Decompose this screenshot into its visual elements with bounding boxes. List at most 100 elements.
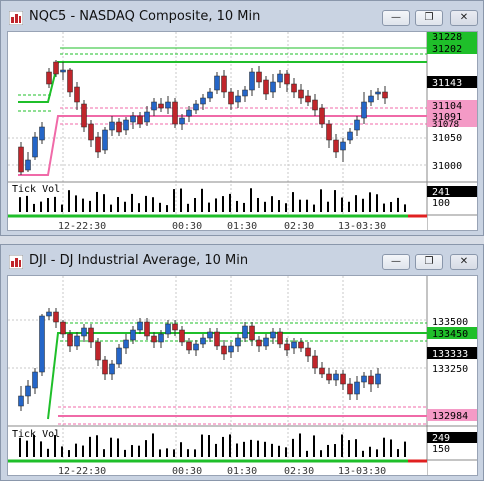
- candle-down: [172, 323, 178, 331]
- chart-app-icon: [9, 11, 23, 25]
- time-label-0: 12-22:30: [58, 466, 106, 476]
- time-label-4: 13-03:30: [338, 221, 386, 231]
- window-title: NQC5 - NASDAQ Composite, 10 Min: [29, 9, 261, 24]
- candle-up: [207, 91, 213, 99]
- candle-up: [375, 373, 381, 385]
- candle-down: [60, 321, 66, 335]
- candle-up: [242, 89, 248, 97]
- price-text-current: 133333: [432, 349, 468, 360]
- time-label-1: 00:30: [172, 221, 202, 231]
- candle-down: [319, 107, 325, 125]
- price-text-132984: 132984: [432, 411, 468, 422]
- candle-up: [207, 331, 213, 339]
- candle-up: [193, 343, 199, 351]
- candle-down: [319, 367, 325, 375]
- price-label-31078: [427, 120, 477, 127]
- candle-up: [270, 81, 276, 93]
- candle-up: [102, 129, 108, 151]
- candle-up: [109, 121, 115, 131]
- time-label-3: 02:30: [284, 221, 314, 231]
- price-text-133450: 133450: [432, 329, 468, 340]
- chart-app-icon: [9, 255, 23, 269]
- candle-up: [32, 136, 38, 158]
- chart-area[interactable]: 31228 31202 31143 31104 31091 31078 3105…: [7, 31, 478, 231]
- title-bar[interactable]: DJI - DJ Industrial Average, 10 Min — ❐ …: [1, 245, 483, 279]
- close-button[interactable]: ✕: [450, 254, 478, 270]
- minimize-button[interactable]: —: [382, 10, 410, 26]
- candle-down: [256, 339, 262, 347]
- candle-up: [291, 341, 297, 349]
- tick-vol-label: Tick Vol: [12, 184, 60, 195]
- candle-up: [179, 117, 185, 125]
- candle-down: [137, 115, 143, 125]
- candle-up: [200, 97, 206, 105]
- candle-down: [284, 343, 290, 351]
- candle-down: [305, 347, 311, 357]
- price-chart-svg[interactable]: 31228 31202 31143 31104 31091 31078 3105…: [8, 32, 478, 231]
- candle-down: [298, 89, 304, 99]
- candle-up: [249, 71, 255, 91]
- candle-up: [193, 103, 199, 111]
- vol-text-100: 100: [432, 198, 450, 209]
- candle-up: [151, 101, 157, 111]
- candle-down: [368, 375, 374, 385]
- candle-down: [88, 123, 94, 141]
- minimize-button[interactable]: —: [382, 254, 410, 270]
- price-text-31000: 31000: [432, 161, 462, 172]
- candle-up: [81, 327, 87, 337]
- price-text-31202: 31202: [432, 44, 462, 55]
- restore-button[interactable]: ❐: [415, 254, 443, 270]
- nasdaq-chart-window: NQC5 - NASDAQ Composite, 10 Min — ❐ ✕: [0, 0, 484, 236]
- candle-up: [235, 337, 241, 347]
- candle-up: [39, 126, 45, 141]
- candle-down: [158, 103, 164, 109]
- candle-down: [67, 333, 73, 347]
- time-label-2: 01:30: [227, 221, 257, 231]
- candle-up: [354, 119, 360, 131]
- candle-down: [88, 327, 94, 343]
- candle-up: [340, 141, 346, 151]
- title-bar[interactable]: NQC5 - NASDAQ Composite, 10 Min — ❐ ✕: [1, 1, 483, 35]
- candle-up: [116, 347, 122, 365]
- candle-down: [53, 311, 59, 323]
- candle-down: [214, 331, 220, 347]
- time-label-2: 01:30: [227, 466, 257, 476]
- candle-up: [46, 311, 52, 317]
- candle-down: [312, 355, 318, 369]
- price-text-31091: 31091: [432, 112, 462, 123]
- price-label-31228: [427, 32, 477, 42]
- candle-up: [361, 375, 367, 383]
- candle-down: [249, 325, 255, 341]
- restore-icon: ❐: [424, 256, 434, 267]
- candle-up: [186, 109, 192, 117]
- candle-down: [67, 69, 73, 93]
- vol-label-current: [427, 432, 477, 443]
- candle-up: [214, 75, 220, 91]
- price-text-31104: 31104: [432, 101, 462, 112]
- candle-down: [291, 83, 297, 93]
- dji-chart-window: DJI - DJ Industrial Average, 10 Min — ❐ …: [0, 244, 484, 481]
- restore-icon: ❐: [424, 12, 434, 23]
- price-label-current: [427, 347, 477, 359]
- minimize-icon: —: [391, 256, 401, 267]
- candle-up: [39, 315, 45, 373]
- candle-down: [221, 75, 227, 93]
- candle-up: [263, 337, 269, 347]
- price-text-133500: 133500: [432, 317, 468, 328]
- time-label-1: 00:30: [172, 466, 202, 476]
- candle-up: [109, 363, 115, 375]
- candle-down: [326, 373, 332, 381]
- candle-down: [263, 79, 269, 95]
- candle-up: [158, 333, 164, 343]
- close-button[interactable]: ✕: [450, 10, 478, 26]
- price-label-132984: [427, 409, 477, 421]
- price-chart-svg[interactable]: 133500 133450 133333 133250 132984 Tick …: [8, 276, 478, 476]
- vol-text-current: 249: [432, 433, 450, 444]
- candle-up: [165, 101, 171, 109]
- candle-down: [256, 71, 262, 83]
- price-text-31228: 31228: [432, 32, 462, 43]
- chart-area[interactable]: 133500 133450 133333 133250 132984 Tick …: [7, 275, 478, 476]
- candle-down: [18, 146, 24, 173]
- restore-button[interactable]: ❐: [415, 10, 443, 26]
- candle-up: [130, 115, 136, 123]
